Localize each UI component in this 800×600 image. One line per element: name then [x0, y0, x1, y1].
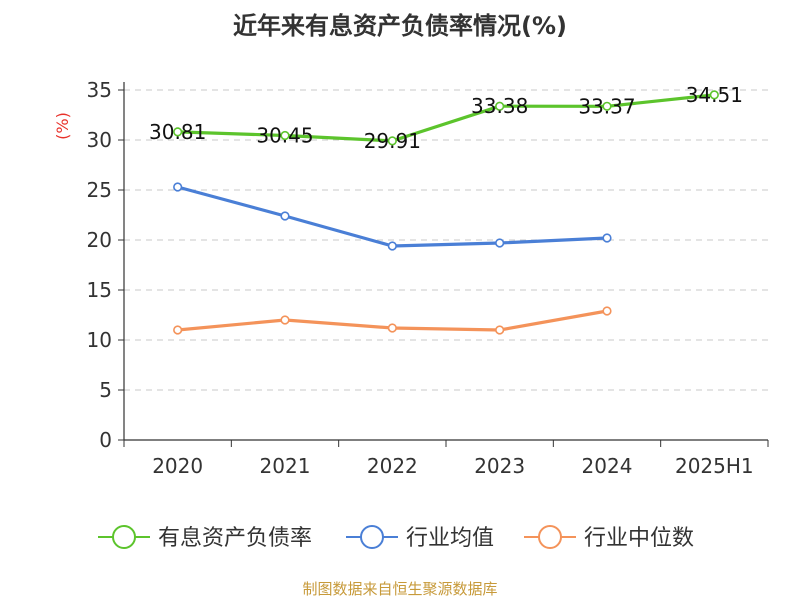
y-tick-label: 15 [87, 278, 112, 302]
legend-label: 行业中位数 [584, 526, 694, 551]
data-point [173, 325, 183, 335]
axes [123, 82, 768, 441]
x-tick-label: 2020 [152, 454, 203, 478]
y-tick-label: 20 [87, 228, 112, 252]
data-label: 30.81 [149, 120, 206, 144]
data-point [495, 101, 505, 111]
y-tick-label: 5 [99, 378, 112, 402]
x-tick-label: 2023 [474, 454, 525, 478]
data-point [280, 211, 290, 221]
y-tick-label: 10 [87, 328, 112, 352]
data-label: 33.38 [471, 94, 528, 118]
grid [124, 89, 768, 391]
y-tick-label: 25 [87, 178, 112, 202]
chart-title: 近年来有息资产负债率情况(%) [233, 12, 567, 40]
data-point [173, 127, 183, 137]
x-tick-label: 2024 [582, 454, 633, 478]
legend-marker [360, 525, 384, 549]
data-point [495, 325, 505, 335]
series-line [177, 93, 715, 143]
data-label: 29.91 [364, 129, 421, 153]
data-point [387, 136, 397, 146]
x-tick-label: 2025H1 [675, 454, 754, 478]
data-point [709, 90, 719, 100]
y-axis-label: (%) [53, 112, 72, 140]
y-tick-label: 0 [99, 428, 112, 452]
data-point [495, 238, 505, 248]
data-point [280, 130, 290, 141]
data-labels: 30.81 30.45 29.91 33.38 33.37 34.51 [149, 83, 743, 153]
legend-marker [538, 525, 562, 549]
legend-marker [112, 525, 136, 549]
legend: 有息资产负债率 行业均值 行业中位数 [98, 525, 694, 551]
legend-label: 行业均值 [406, 526, 494, 551]
source-note: 制图数据来自恒生聚源数据库 [302, 580, 497, 598]
data-point [280, 315, 290, 325]
series-group [173, 90, 719, 335]
x-ticks: 2020 2021 2022 2023 2024 2025H1 [123, 440, 769, 478]
y-ticks: 0 5 10 15 20 25 30 35 [87, 78, 124, 452]
x-tick-label: 2022 [367, 454, 418, 478]
y-tick-label: 30 [87, 128, 112, 152]
legend-label: 有息资产负债率 [158, 526, 312, 551]
data-point [173, 182, 183, 192]
data-label: 33.37 [578, 94, 635, 118]
data-point [387, 241, 397, 251]
y-tick-label: 35 [87, 78, 112, 102]
data-point [387, 323, 397, 333]
x-tick-label: 2021 [260, 454, 311, 478]
data-point [602, 306, 612, 316]
series-line [177, 185, 608, 248]
data-label: 30.45 [256, 124, 313, 148]
data-label: 34.51 [686, 83, 743, 107]
data-point [602, 101, 612, 111]
data-point [602, 233, 612, 243]
